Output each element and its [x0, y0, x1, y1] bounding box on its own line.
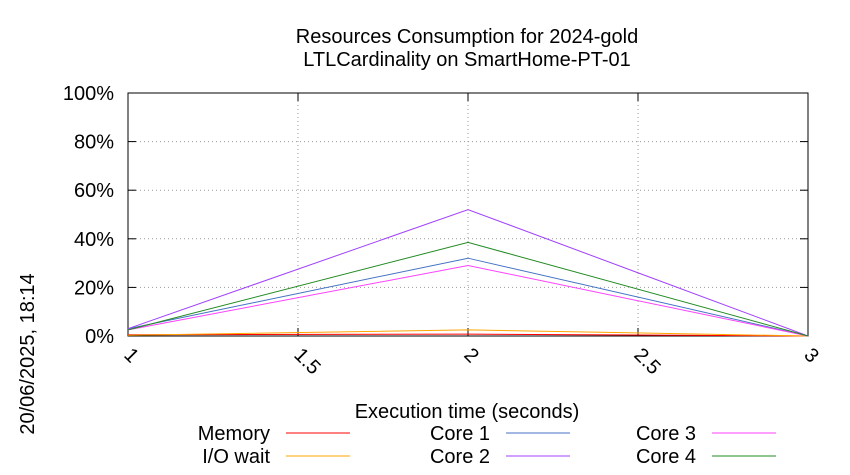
series-line-core-3 [127, 264, 809, 337]
y-tick-label: 20% [74, 277, 114, 299]
chart-title-line-1: Resources Consumption for 2024-gold [296, 26, 638, 48]
legend-label: Core 4 [636, 446, 696, 468]
series-line-core-4 [127, 241, 809, 337]
y-tick-label: 0% [85, 326, 114, 348]
x-tick-label: 2.5 [629, 344, 664, 379]
x-tick-label: 1 [119, 344, 142, 367]
series-line-i-o-wait [127, 329, 809, 337]
y-tick-label: 80% [74, 132, 114, 154]
x-tick-label: 2 [459, 344, 482, 367]
x-tick-label: 3 [799, 344, 822, 367]
series-lines [127, 209, 809, 337]
series-line-core-2 [127, 209, 809, 337]
legend-label: Core 3 [636, 423, 696, 445]
x-tick-label: 1.5 [289, 344, 324, 379]
x-axis-label: Execution time (seconds) [355, 401, 580, 423]
series-line-core-1 [127, 257, 809, 337]
y-tick-label: 60% [74, 180, 114, 202]
series-line-memory [127, 333, 809, 337]
legend-label: Core 2 [430, 446, 490, 468]
legend-label: Core 1 [430, 423, 490, 445]
legend-label: Memory [198, 423, 270, 445]
y-tick-label: 100% [63, 83, 114, 105]
grid-lines [128, 93, 808, 336]
chart-title-line-2: LTLCardinality on SmartHome-PT-01 [303, 49, 631, 71]
y-tick-label: 40% [74, 229, 114, 251]
legend-label: I/O wait [202, 446, 270, 468]
side-timestamp: 20/06/2025, 18:14 [17, 273, 39, 434]
